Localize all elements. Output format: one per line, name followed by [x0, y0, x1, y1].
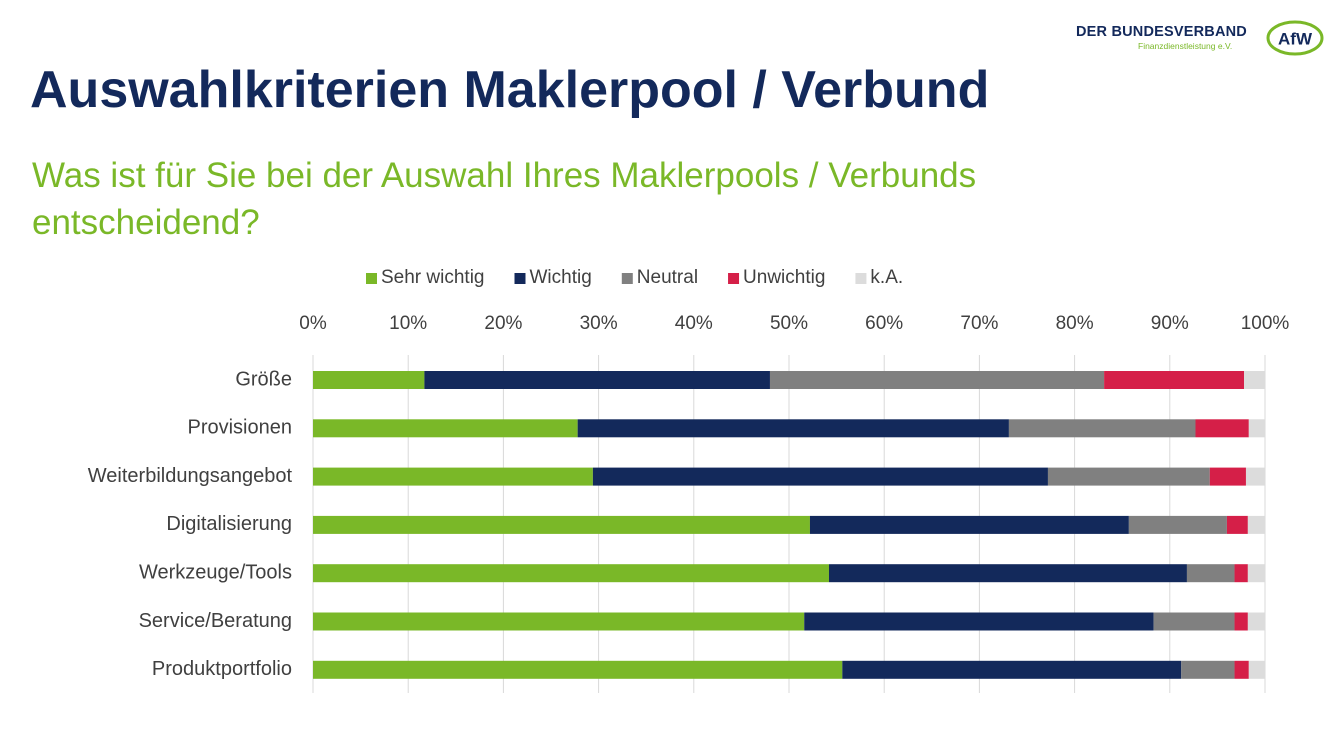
- bar-segment-neutral: [1186, 564, 1235, 583]
- legend-label: Sehr wichtig: [381, 267, 485, 288]
- bar-segment-wichtig: [424, 371, 770, 389]
- bar-segment-sehr-wichtig: [313, 660, 843, 679]
- legend-item-k-a: k.A.: [855, 267, 903, 288]
- bar-segment-neutral: [769, 371, 1105, 389]
- legend-label: k.A.: [870, 267, 903, 288]
- bar-segment-wichtig: [842, 660, 1182, 679]
- legend-item-unwichtig: Unwichtig: [728, 267, 825, 288]
- x-tick-label: 60%: [865, 313, 903, 334]
- bar-segment-neutral: [1153, 612, 1235, 631]
- bar-segment-unwichtig: [1234, 660, 1249, 679]
- legend-swatch: [366, 273, 377, 284]
- chart-legend: Sehr wichtig Wichtig Neutral Unwichtig k.A.: [366, 267, 903, 288]
- logo-subline: Finanzdienstleistung e.V.: [1138, 41, 1233, 51]
- bar-segment-sehr-wichtig: [313, 612, 805, 631]
- bar-segment-wichtig: [577, 419, 1009, 438]
- y-tick-label: Werkzeuge/Tools: [139, 561, 292, 583]
- bar-segment-sehr-wichtig: [313, 564, 829, 583]
- bar-segment-unwichtig: [1209, 467, 1246, 486]
- x-tick-label: 20%: [484, 313, 522, 334]
- bar-row-provisionen: [313, 419, 1265, 438]
- bar-segment-k-a: [1247, 515, 1265, 534]
- bar-row-digitalisierung: [313, 515, 1265, 534]
- x-tick-label: 40%: [675, 313, 713, 334]
- bar-segment-k-a: [1248, 660, 1265, 679]
- bar-row-weiterbildungsangebot: [313, 467, 1265, 486]
- legend-swatch: [514, 273, 526, 284]
- legend-label: Wichtig: [530, 267, 592, 288]
- bar-segment-sehr-wichtig: [313, 419, 578, 438]
- bar-row-produktportfolio: [313, 660, 1265, 679]
- badge-text: AfW: [1278, 30, 1313, 49]
- bar-segment-sehr-wichtig: [313, 371, 425, 389]
- bar-segment-wichtig: [804, 612, 1154, 631]
- x-tick-label: 70%: [960, 313, 998, 334]
- logo-name: DER BUNDESVERBAND: [1076, 24, 1247, 40]
- legend-label: Unwichtig: [743, 267, 825, 288]
- bar-segment-k-a: [1245, 467, 1265, 486]
- legend-label: Neutral: [637, 267, 698, 288]
- bar-row-groesse: [313, 371, 1265, 389]
- legend-item-wichtig: Wichtig: [514, 267, 592, 288]
- y-tick-label: Provisionen: [187, 417, 292, 439]
- bar-segment-unwichtig: [1104, 371, 1245, 389]
- bar-segment-unwichtig: [1234, 612, 1248, 631]
- x-tick-label: 100%: [1241, 313, 1290, 334]
- bar-segment-wichtig: [809, 515, 1129, 534]
- bar-row-service-beratung: [313, 612, 1265, 631]
- bar-segment-k-a: [1247, 564, 1265, 583]
- x-axis-ticks: 0% 10% 20% 30% 40% 50% 60% 70% 80% 90% 100%: [299, 313, 1289, 334]
- bar-segment-neutral: [1008, 419, 1196, 438]
- legend-item-sehr-wichtig: Sehr wichtig: [366, 267, 485, 288]
- bar-segment-neutral: [1128, 515, 1227, 534]
- x-tick-label: 50%: [770, 313, 808, 334]
- y-tick-label: Weiterbildungsangebot: [88, 465, 293, 487]
- bar-row-werkzeuge-tools: [313, 564, 1265, 583]
- bar-segment-wichtig: [828, 564, 1187, 583]
- bars: [313, 371, 1265, 679]
- bar-segment-k-a: [1244, 371, 1265, 389]
- legend-swatch: [728, 273, 740, 284]
- bar-segment-neutral: [1181, 660, 1235, 679]
- legend-swatch: [621, 273, 633, 284]
- y-tick-label: Service/Beratung: [139, 610, 292, 632]
- bar-segment-unwichtig: [1195, 419, 1249, 438]
- bar-segment-unwichtig: [1226, 515, 1248, 534]
- y-tick-label: Produktportfolio: [152, 658, 292, 680]
- bar-segment-sehr-wichtig: [313, 515, 810, 534]
- x-tick-label: 10%: [389, 313, 427, 334]
- bar-segment-neutral: [1047, 467, 1210, 486]
- y-tick-label: Größe: [235, 368, 292, 390]
- page-subtitle: Was ist für Sie bei der Auswahl Ihres Ma…: [32, 156, 977, 242]
- y-tick-label: Digitalisierung: [166, 513, 292, 535]
- x-tick-label: 90%: [1151, 313, 1189, 334]
- bar-segment-k-a: [1248, 419, 1265, 438]
- bar-segment-sehr-wichtig: [313, 467, 593, 486]
- x-tick-label: 30%: [580, 313, 618, 334]
- legend-swatch: [855, 273, 867, 284]
- y-axis-labels: Größe Provisionen Weiterbildungsangebot Dig…: [88, 368, 293, 680]
- afw-logo: DER BUNDESVERBAND Finanzdienstleistung e…: [1072, 18, 1324, 58]
- legend-item-neutral: Neutral: [621, 267, 698, 288]
- x-tick-label: 80%: [1056, 313, 1094, 334]
- afw-badge-icon: AfW: [1266, 20, 1324, 56]
- x-tick-label: 0%: [299, 313, 327, 334]
- bar-segment-k-a: [1247, 612, 1265, 631]
- page-title: Auswahlkriterien Maklerpool / Verbund: [30, 61, 990, 119]
- bar-segment-unwichtig: [1234, 564, 1248, 583]
- bar-segment-wichtig: [592, 467, 1048, 486]
